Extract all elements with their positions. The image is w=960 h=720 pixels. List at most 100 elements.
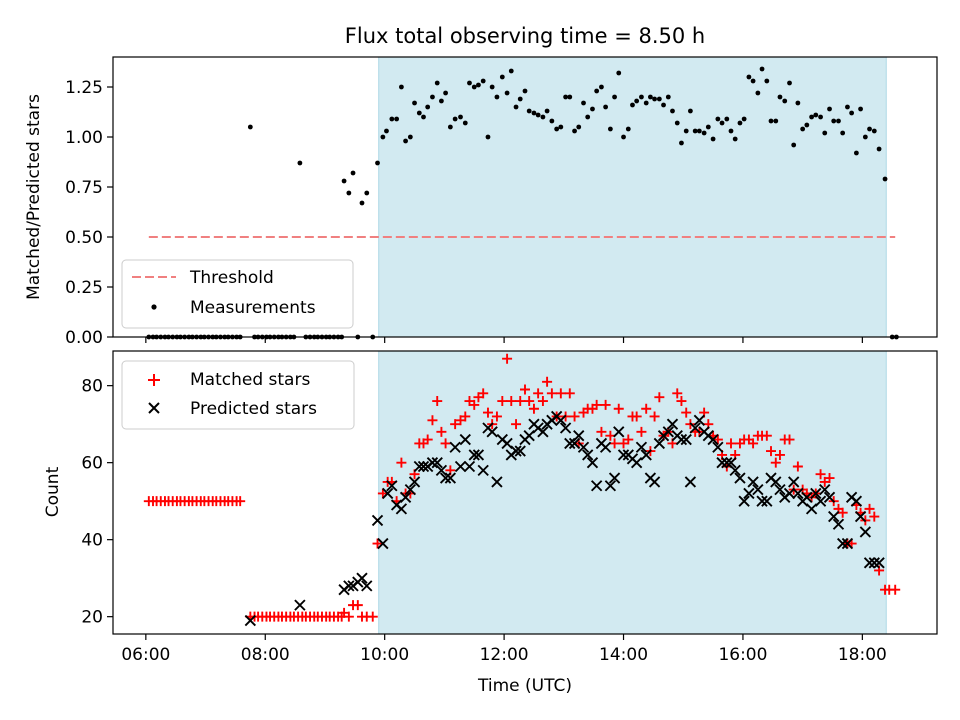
measurements-point — [504, 90, 510, 96]
predicted-stars-point — [734, 472, 746, 484]
predicted-stars-point — [662, 426, 674, 438]
predicted-stars-point — [680, 433, 692, 446]
measurements-point — [665, 94, 671, 100]
measurements-point — [827, 106, 832, 112]
predicted-stars-point — [491, 476, 503, 488]
count-panel-frame — [112, 350, 938, 635]
predicted-stars-point — [716, 456, 728, 469]
matched-stars-point — [367, 611, 378, 622]
measurements-point — [359, 200, 365, 206]
measurements-point — [813, 112, 819, 118]
x-axis-label: Time (UTC) — [477, 676, 572, 696]
predicted-stars-point — [514, 445, 526, 457]
measurements-point — [494, 94, 500, 100]
predicted-stars-point — [863, 557, 876, 569]
matched-stars-point — [564, 388, 575, 399]
measurements-point — [656, 96, 662, 102]
ratio-observing-span — [378, 57, 887, 337]
measurements-point — [549, 118, 555, 124]
matched-stars-point — [824, 473, 835, 484]
measurements-point — [434, 80, 440, 86]
measurements-point — [840, 130, 846, 136]
x-tick-label: 10:00 — [360, 645, 409, 665]
matched-stars-point — [440, 438, 451, 449]
predicted-stars-point — [810, 487, 822, 500]
predicted-stars-point — [814, 495, 827, 507]
ratio-panel-frame — [112, 56, 938, 338]
matched-stars-point — [596, 426, 607, 437]
ratio-y-tick-label: 0.25 — [65, 278, 103, 298]
measurements-point — [508, 68, 514, 74]
measurements-point — [787, 80, 792, 86]
predicted-stars-point — [868, 557, 880, 569]
measurements-point — [822, 130, 828, 136]
measurements-point — [862, 134, 868, 140]
measurements-point — [416, 110, 422, 116]
matched-stars-point — [837, 507, 848, 518]
predicted-stars-point — [653, 437, 666, 450]
predicted-stars-point — [413, 460, 425, 473]
matched-stars-point — [748, 438, 759, 449]
predicted-stars-point — [774, 483, 786, 496]
measurements-point — [585, 114, 591, 120]
predicted-stars-point — [635, 441, 648, 453]
count-y-tick-label: 60 — [81, 454, 103, 474]
predicted-stars-point — [707, 433, 719, 446]
measurements-point — [647, 94, 653, 100]
x-tick-label: 16:00 — [718, 645, 767, 665]
measurements-point — [341, 178, 347, 184]
matched-stars-point — [450, 419, 461, 430]
matched-legend-label: Matched stars — [190, 370, 310, 390]
measurements-legend-label: Measurements — [190, 298, 316, 318]
measurements-point — [625, 126, 631, 132]
ratio-legend: Threshold Measurements — [121, 259, 354, 329]
predicted-stars-point — [828, 510, 840, 523]
ratio-y-tick-label: 0.50 — [65, 228, 103, 248]
x-tick-label: 06:00 — [121, 645, 170, 665]
matched-stars-point — [528, 403, 539, 414]
matched-stars-point — [511, 419, 522, 430]
measurements-point — [773, 118, 779, 124]
ratio-y-tick-label: 0.00 — [65, 328, 103, 348]
predicted-stars-point — [693, 414, 706, 426]
predicted-stars-point — [613, 426, 625, 438]
predicted-stars-point — [294, 599, 306, 611]
matched-stars-point — [641, 403, 652, 414]
matched-stars-point — [766, 446, 777, 457]
measurements-point — [471, 84, 477, 90]
predicted-legend-swatch — [148, 402, 160, 414]
measurements-point — [346, 190, 352, 196]
count-legend-box — [121, 360, 355, 430]
measurements-point — [643, 100, 649, 106]
predicted-stars-point — [537, 426, 549, 438]
measurements-point — [531, 110, 537, 116]
ratio-y-tick-label: 1.00 — [65, 128, 103, 148]
measurements-point — [603, 104, 609, 110]
measurements-point — [845, 104, 850, 110]
measurements-point — [661, 102, 666, 108]
measurements-point — [715, 116, 721, 122]
predicted-stars-point — [630, 456, 643, 469]
measurements-point — [724, 116, 730, 122]
predicted-stars-point — [431, 456, 443, 469]
matched-stars-point — [482, 407, 493, 418]
measurements-point — [443, 90, 448, 96]
measurements-point — [399, 84, 404, 90]
measurements-point — [867, 126, 872, 132]
predicted-stars-point — [617, 449, 630, 461]
predicted-stars-point — [689, 422, 701, 434]
measurements-point — [599, 84, 604, 90]
matched-stars-point — [774, 449, 785, 460]
measurements-point — [439, 98, 444, 104]
measurements-point — [447, 124, 453, 130]
predicted-stars-point — [590, 480, 603, 492]
measurements-point — [836, 118, 841, 124]
threshold-legend-label: Threshold — [189, 268, 274, 288]
measurements-legend-swatch — [151, 304, 157, 310]
predicted-stars-point — [408, 476, 421, 488]
predicted-stars-point — [417, 460, 430, 473]
measurements-point — [818, 114, 823, 120]
matched-stars-point — [815, 469, 826, 480]
measurements-point — [567, 94, 573, 100]
measurements-point — [384, 128, 389, 134]
